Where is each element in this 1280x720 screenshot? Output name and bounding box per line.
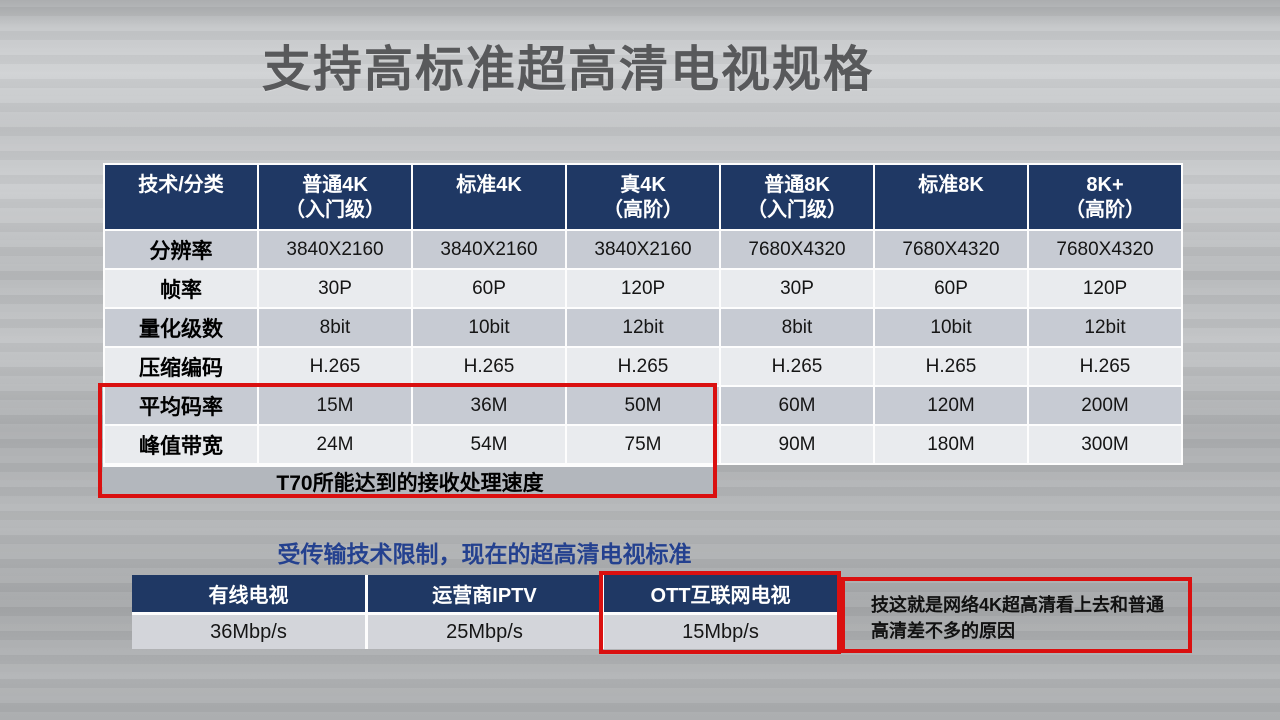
bandwidth-value-cable: 36Mbp/s (132, 615, 365, 649)
bandwidth-header-iptv: 运营商IPTV (368, 575, 601, 612)
table-cell: 15M (259, 387, 411, 424)
table-cell: 120P (1029, 270, 1181, 307)
table-cell: 90M (721, 426, 873, 463)
table-cell: 54M (413, 426, 565, 463)
highlight-box-ott (599, 571, 841, 654)
column-header-standard8k: 标准8K (875, 165, 1027, 229)
column-header-standard4k: 标准4K (413, 165, 565, 229)
table-cell: 3840X2160 (413, 231, 565, 268)
table-cell: 8bit (259, 309, 411, 346)
annotation-text: 技这就是网络4K超高清看上去和普通高清差不多的原因 (871, 595, 1165, 642)
uhd-spec-table: 技术/分类 普通4K （入门级） 标准4K 真4K （高阶） 普通8K （入门级… (103, 163, 1183, 465)
row-label-bitdepth: 量化级数 (105, 309, 257, 346)
column-header-common8k: 普通8K （入门级） (721, 165, 873, 229)
column-header-common4k: 普通4K （入门级） (259, 165, 411, 229)
table-cell: 300M (1029, 426, 1181, 463)
table-cell: 60P (875, 270, 1027, 307)
header-line2: （高阶） (603, 199, 683, 221)
table-cell: 60M (721, 387, 873, 424)
column-header-8kplus: 8K+ （高阶） (1029, 165, 1181, 229)
table-cell: 30P (259, 270, 411, 307)
table-cell: 60P (413, 270, 565, 307)
header-line2: （入门级） (747, 199, 847, 221)
table-cell: 3840X2160 (259, 231, 411, 268)
table-cell: H.265 (1029, 348, 1181, 385)
header-line1: 普通4K (302, 174, 368, 196)
bandwidth-value-iptv: 25Mbp/s (368, 615, 601, 649)
table-cell: 50M (567, 387, 719, 424)
table-cell: H.265 (721, 348, 873, 385)
table-cell: 7680X4320 (721, 231, 873, 268)
table-cell: 12bit (1029, 309, 1181, 346)
table-cell: H.265 (413, 348, 565, 385)
bandwidth-value-ott: 15Mbp/s (604, 615, 837, 649)
table-cell: 30P (721, 270, 873, 307)
row-label-peak-bandwidth: 峰值带宽 (105, 426, 257, 463)
column-header-true4k: 真4K （高阶） (567, 165, 719, 229)
table-cell: 10bit (875, 309, 1027, 346)
header-line1: 8K+ (1086, 174, 1124, 196)
header-line1: 普通8K (764, 174, 830, 196)
header-line2: （入门级） (285, 199, 385, 221)
header-line1: 标准8K (918, 174, 984, 196)
table-cell: H.265 (567, 348, 719, 385)
table-cell: 120M (875, 387, 1027, 424)
table-cell: 3840X2160 (567, 231, 719, 268)
bandwidth-header-ott: OTT互联网电视 (604, 575, 837, 612)
highlight-box-t70 (98, 383, 717, 498)
table-cell: 120P (567, 270, 719, 307)
table-cell: H.265 (875, 348, 1027, 385)
table-cell: 8bit (721, 309, 873, 346)
table-cell: 36M (413, 387, 565, 424)
table-cell: 75M (567, 426, 719, 463)
header-line1: 真4K (620, 174, 666, 196)
table-corner-label: 技术/分类 (105, 165, 257, 229)
subtitle: 受传输技术限制，现在的超高清电视标准 (277, 541, 692, 567)
corner-label-text: 技术/分类 (138, 174, 224, 196)
row-label-framerate: 帧率 (105, 270, 257, 307)
row-label-resolution: 分辨率 (105, 231, 257, 268)
page-title: 支持高标准超高清电视规格 (261, 43, 874, 97)
table-cell: 24M (259, 426, 411, 463)
table-cell: 7680X4320 (1029, 231, 1181, 268)
annotation-box: 技这就是网络4K超高清看上去和普通高清差不多的原因 (841, 577, 1192, 653)
table-cell: 10bit (413, 309, 565, 346)
table-cell: 200M (1029, 387, 1181, 424)
table-cell: 12bit (567, 309, 719, 346)
table-cell: 180M (875, 426, 1027, 463)
row-label-avg-bitrate: 平均码率 (105, 387, 257, 424)
bandwidth-table: 有线电视 运营商IPTV OTT互联网电视 36Mbp/s 25Mbp/s 15… (132, 575, 837, 649)
table-cell: H.265 (259, 348, 411, 385)
table-cell: 7680X4320 (875, 231, 1027, 268)
header-line2: （高阶） (1065, 199, 1145, 221)
bandwidth-header-cable: 有线电视 (132, 575, 365, 612)
row-label-codec: 压缩编码 (105, 348, 257, 385)
header-line1: 标准4K (456, 174, 522, 196)
table-footer-note: T70所能达到的接收处理速度 (103, 465, 717, 496)
